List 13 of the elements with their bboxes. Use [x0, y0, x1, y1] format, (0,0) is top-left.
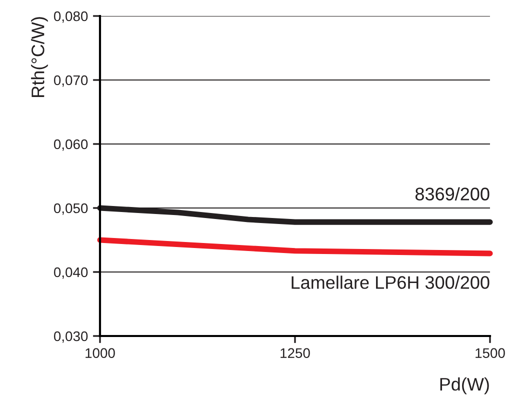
y-tick-label: 0,070 [54, 75, 88, 87]
x-tick-label: 1500 [476, 348, 505, 358]
x-tick-label: 1250 [280, 348, 310, 358]
y-tick-label: 0,060 [54, 139, 88, 151]
y-tick-label: 0,050 [54, 203, 88, 215]
y-tick-label: 0,080 [54, 11, 88, 23]
x-axis-title: Pd(W) [440, 377, 489, 394]
y-tick-label: 0,040 [54, 267, 88, 279]
series-label: 8369/200 [415, 187, 490, 200]
x-tick-label: 1000 [86, 348, 115, 358]
y-tick-label: 0,030 [54, 331, 88, 343]
series-label: Lamellare LP6H 300/200 [292, 276, 490, 289]
y-axis-title: Rth(°C/W) [31, 17, 48, 97]
